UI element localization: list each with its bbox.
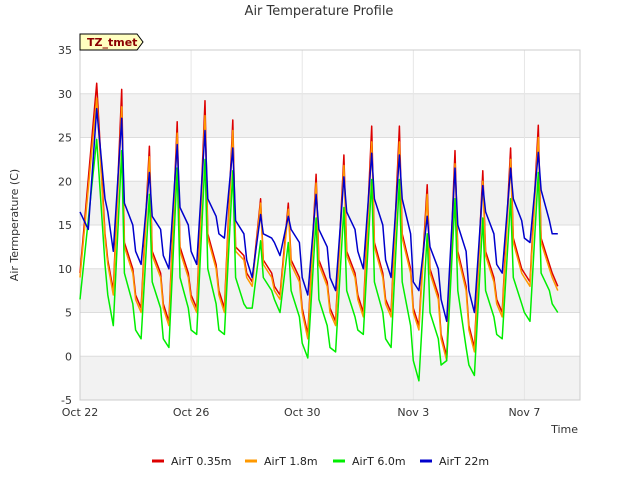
tag-label: TZ_tmet — [79, 33, 144, 51]
x-axis-ticks: Oct 22 Oct 26 Oct 30 Nov 3 Nov 7 — [62, 406, 541, 419]
y-axis-ticks: -5 0 5 10 15 20 25 30 35 — [58, 44, 72, 407]
x-tick-label: Oct 22 — [62, 406, 99, 419]
y-tick-label: 10 — [58, 263, 72, 276]
y-tick-label: 20 — [58, 175, 72, 188]
background-band — [80, 137, 580, 182]
series-line-2 — [79, 97, 559, 362]
y-tick-label: -5 — [61, 394, 72, 407]
legend-label: AirT 6.0m — [352, 455, 406, 468]
x-tick-label: Oct 30 — [284, 406, 321, 419]
series-line-4 — [79, 107, 558, 323]
plot-frame — [79, 49, 581, 401]
x-tick-label: Oct 26 — [173, 406, 210, 419]
background-band — [80, 181, 580, 225]
background-band — [80, 356, 580, 400]
y-tick-label: 25 — [58, 132, 72, 145]
y-tick-label: 30 — [58, 88, 72, 101]
y-tick-label: 5 — [65, 307, 72, 320]
y-tick-label: 15 — [58, 219, 72, 232]
background-band — [80, 93, 580, 138]
x-tick-label: Nov 7 — [508, 406, 540, 419]
tag-box — [79, 33, 144, 51]
series-lines — [79, 82, 559, 382]
legend-label: AirT 1.8m — [264, 455, 318, 468]
legend: AirT 0.35m AirT 1.8m AirT 6.0m AirT 22m — [152, 455, 489, 468]
legend-label: AirT 22m — [439, 455, 489, 468]
y-tick-label: 0 — [65, 350, 72, 363]
y-axis-label: Air Termperature (C) — [8, 169, 21, 281]
series-line-3 — [79, 138, 559, 382]
tag-text: TZ_tmet — [87, 36, 137, 49]
background-band — [80, 312, 580, 357]
background-bands — [80, 50, 580, 400]
chart-title: Air Temperature Profile — [245, 4, 394, 19]
background-band — [80, 50, 580, 94]
legend-label: AirT 0.35m — [171, 455, 232, 468]
x-axis-label: Time — [550, 423, 578, 436]
x-tick-label: Nov 3 — [397, 406, 429, 419]
y-tick-label: 35 — [58, 44, 72, 57]
